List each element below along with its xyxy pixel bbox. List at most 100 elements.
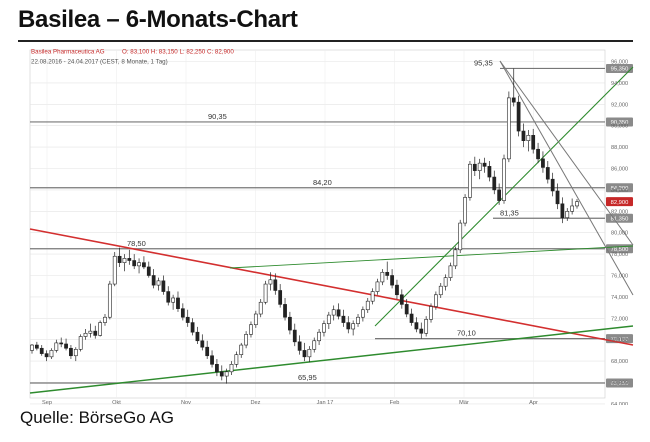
candle-body bbox=[78, 336, 83, 350]
level-box-label: 70,100 bbox=[611, 337, 629, 343]
candle-body bbox=[424, 319, 429, 334]
candle-body bbox=[443, 277, 448, 287]
candle-body bbox=[370, 291, 375, 302]
candle-body bbox=[575, 201, 579, 207]
candle-body bbox=[190, 322, 195, 333]
candle-body bbox=[103, 316, 107, 323]
candle-body bbox=[59, 342, 64, 345]
plot-frame bbox=[29, 49, 606, 399]
candle-body bbox=[560, 203, 565, 219]
candle-body bbox=[215, 364, 219, 373]
y-tick-label: 82,000 bbox=[611, 209, 628, 215]
y-tick-label: 96,000 bbox=[611, 60, 628, 66]
level-label: 84,20 bbox=[313, 178, 332, 187]
current-price-label: 82,900 bbox=[611, 200, 629, 206]
candle-body bbox=[555, 190, 560, 205]
fan-line-shallow bbox=[499, 60, 634, 246]
level-label: 90,35 bbox=[208, 112, 227, 121]
candle-body bbox=[351, 323, 356, 330]
candle-body bbox=[545, 167, 550, 180]
candle-body bbox=[331, 309, 336, 316]
candle-body bbox=[419, 328, 424, 334]
level-label: 70,10 bbox=[457, 329, 476, 338]
y-tick-label: 88,000 bbox=[611, 145, 628, 151]
x-tick-label: Mär bbox=[459, 400, 469, 405]
candle-body bbox=[356, 316, 360, 324]
candle-body bbox=[492, 176, 497, 191]
upper-channel-line bbox=[229, 245, 634, 269]
y-tick-label: 80,000 bbox=[611, 231, 628, 237]
level-box-label: 95,350 bbox=[611, 67, 629, 73]
horizontal-levels: 95,35 95,350 90,35 90,350 84,20 84,200 81,35 81… bbox=[30, 58, 633, 388]
candle-body bbox=[521, 130, 526, 141]
candle-body bbox=[395, 284, 399, 296]
candle-body bbox=[531, 135, 536, 150]
candle-body bbox=[565, 211, 570, 219]
y-tick-label: 84,000 bbox=[611, 188, 628, 194]
x-tick-label: Dez bbox=[251, 400, 261, 405]
candle-body bbox=[54, 342, 59, 351]
candle-body bbox=[502, 158, 506, 201]
candle-body bbox=[302, 350, 307, 358]
level-box-label: 81,350 bbox=[611, 216, 629, 222]
candle-body bbox=[477, 162, 482, 171]
candle-body bbox=[322, 323, 326, 333]
candle-body bbox=[312, 340, 317, 350]
candle-body bbox=[273, 279, 278, 291]
candle-body bbox=[156, 280, 161, 286]
candle-body bbox=[448, 265, 453, 278]
level-box-label: 78,500 bbox=[611, 247, 629, 253]
candle-body bbox=[142, 262, 146, 268]
candle-body bbox=[239, 344, 244, 355]
y-axis: 64,000 66,000 68,000 70,000 72,000 74,000 76,0… bbox=[611, 60, 628, 406]
candle-body bbox=[180, 308, 185, 318]
candle-body bbox=[570, 205, 575, 212]
candlesticks bbox=[30, 68, 579, 384]
candle-body bbox=[541, 158, 545, 168]
y-tick-label: 76,000 bbox=[611, 274, 628, 280]
candle-body bbox=[288, 316, 292, 331]
y-tick-label: 68,000 bbox=[611, 359, 628, 365]
candle-body bbox=[93, 330, 98, 336]
candle-body bbox=[151, 275, 156, 286]
y-tick-label: 78,000 bbox=[611, 252, 628, 258]
candle-body bbox=[278, 290, 283, 305]
chart-header: Basilea Pharmaceutica AG O: 83,100 H: 83… bbox=[31, 49, 234, 66]
candle-body bbox=[516, 101, 521, 132]
candle-body bbox=[176, 297, 180, 309]
long-support-trendline bbox=[29, 325, 634, 394]
x-tick-label: Jan 17 bbox=[317, 400, 334, 405]
candle-body bbox=[409, 313, 414, 323]
level-box-label: 90,350 bbox=[611, 120, 629, 126]
page-title: Basilea – 6-Monats-Chart bbox=[18, 6, 298, 33]
candle-body bbox=[458, 222, 463, 251]
candle-body bbox=[249, 324, 253, 335]
y-tick-label: 64,000 bbox=[611, 402, 628, 405]
y-tick-label: 92,000 bbox=[611, 102, 628, 108]
candle-body bbox=[166, 291, 171, 303]
candle-body bbox=[49, 350, 54, 358]
candle-body bbox=[234, 354, 239, 365]
candle-body bbox=[210, 355, 214, 365]
candle-body bbox=[307, 349, 312, 358]
candle-body bbox=[399, 294, 404, 305]
candle-body bbox=[171, 297, 175, 303]
level-box bbox=[606, 183, 633, 193]
level-box bbox=[606, 378, 633, 388]
x-tick-label: Feb bbox=[390, 400, 400, 405]
candle-body bbox=[336, 309, 341, 317]
level-label: 81,35 bbox=[500, 208, 519, 217]
candle-body bbox=[83, 332, 88, 337]
x-tick-label: Sep bbox=[42, 400, 52, 405]
candle-body bbox=[434, 294, 438, 307]
candle-body bbox=[292, 329, 297, 343]
candle-body bbox=[390, 275, 394, 286]
candle-body bbox=[200, 340, 205, 348]
price-chart: 95,35 95,350 90,35 90,350 84,20 84,200 81,35 81… bbox=[29, 49, 634, 406]
candle-body bbox=[365, 300, 370, 311]
candle-body bbox=[122, 258, 127, 263]
level-box bbox=[606, 117, 633, 127]
level-label: 78,50 bbox=[127, 239, 146, 248]
candle-body bbox=[463, 197, 467, 224]
candle-body bbox=[361, 309, 365, 318]
